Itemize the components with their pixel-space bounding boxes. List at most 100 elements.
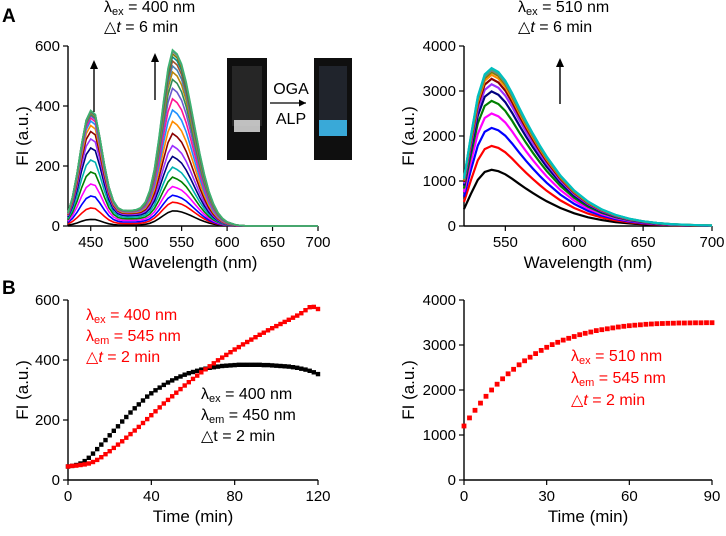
b1-data-point: [290, 365, 296, 370]
b2-data-point: [693, 320, 698, 326]
cuvette-after-glass: [319, 66, 347, 126]
b1-data-point: [103, 452, 108, 457]
b1-data-point: [232, 362, 237, 368]
b1-data-point: [290, 315, 296, 320]
b2-data-point: [489, 387, 494, 393]
cuvette-after-liquid: [319, 120, 347, 136]
b2-data-point: [544, 344, 550, 350]
a1-y-axis-label: FI (a.u.): [13, 106, 32, 166]
b2-data-point: [483, 393, 489, 399]
b1-data-point: [153, 409, 158, 414]
b1-data-point: [278, 321, 283, 327]
a2-y-tick-label: 4000: [423, 38, 456, 55]
b1-y-tick-label: 200: [35, 412, 60, 429]
b2-y-tick-label: 2000: [423, 382, 456, 399]
b1-data-point: [132, 428, 137, 433]
b1-data-point: [311, 304, 316, 310]
a1-annotation-dt: △t = 6 min: [104, 19, 178, 36]
a1-x-tick-label: 650: [260, 234, 285, 251]
a2-annotation-lambda: λex = 510 nm: [518, 0, 609, 18]
a1-series-line: [67, 210, 318, 227]
b2-data-point: [494, 381, 500, 387]
b1-data-point: [140, 398, 146, 403]
b1-data-point: [265, 328, 271, 333]
a1-x-tick-label: 450: [78, 234, 103, 251]
b1-red-annotation-em: λem = 545 nm: [86, 328, 181, 347]
b2-data-point: [687, 320, 693, 326]
b1-data-point: [74, 463, 79, 468]
b2-data-point: [511, 366, 516, 372]
b1-data-point: [232, 347, 237, 352]
a1-series-line: [67, 48, 318, 227]
b1-data-point: [245, 339, 250, 345]
b2-data-point: [676, 320, 682, 326]
b1-data-point: [95, 446, 100, 452]
b2-data-point: [500, 376, 505, 382]
b1-data-point: [157, 405, 162, 410]
b2-y-axis-label: FI (a.u.): [399, 360, 418, 420]
b1-data-point: [211, 365, 216, 370]
b1-data-point: [170, 394, 175, 399]
b2-data-point: [660, 321, 665, 326]
b2-data-point: [599, 327, 605, 333]
b1-data-point: [145, 416, 150, 422]
a2-x-tick-label: 650: [631, 234, 656, 251]
b1-data-point: [199, 367, 204, 372]
b1-data-point: [99, 442, 104, 447]
b1-data-point: [236, 344, 241, 350]
b2-x-tick-label: 90: [704, 488, 721, 505]
b1-data-point: [124, 414, 129, 420]
b1-data-point: [136, 402, 141, 407]
b1-data-point: [228, 350, 233, 355]
b1-data-point: [215, 358, 221, 363]
a1-y-tick-label: 400: [35, 98, 60, 115]
a2-y-tick-label: 2000: [423, 128, 456, 145]
b2-data-point: [478, 400, 483, 406]
b1-data-point: [120, 439, 125, 444]
chart-b1-kinetics-400: 0 40 80 120 0 200 400 600 Time (min) FI (a.u.) λex…: [13, 292, 331, 526]
b1-data-point: [245, 362, 250, 367]
b1-x-tick-label: 120: [305, 488, 330, 505]
b2-data-point: [610, 325, 616, 331]
b1-data-point: [286, 364, 291, 369]
b2-data-point: [643, 321, 649, 327]
b1-data-point: [295, 365, 300, 370]
b1-x-tick-label: 40: [143, 488, 160, 505]
a2-y-tick-label: 1000: [423, 173, 456, 190]
panel-a-label: A: [2, 6, 16, 27]
b1-data-point: [286, 317, 291, 322]
b1-data-point: [228, 363, 233, 368]
b1-black-annotation-em: λem = 450 nm: [201, 407, 296, 426]
inset-arrow-head-icon: [299, 99, 306, 107]
b1-data-point: [178, 386, 183, 392]
b1-x-tick-label: 0: [64, 488, 72, 505]
b2-data-point: [621, 323, 627, 329]
a2-x-tick-label: 700: [699, 234, 724, 251]
b2-data-point: [649, 321, 654, 327]
b2-data-point: [538, 348, 544, 353]
b1-data-point: [82, 462, 87, 467]
b1-data-point: [65, 464, 71, 469]
b1-data-point: [124, 435, 129, 440]
a2-x-tick-label: 550: [493, 234, 518, 251]
b1-black-annotation-dt: △t = 2 min: [201, 428, 275, 445]
b1-data-point: [236, 362, 241, 367]
b1-data-point: [103, 437, 108, 443]
b2-data-point: [560, 337, 566, 343]
b1-data-point: [128, 431, 133, 437]
b1-data-point: [278, 363, 283, 369]
b1-data-point: [86, 455, 91, 460]
b1-data-point: [115, 442, 121, 447]
a2-y-tick-label: 0: [448, 218, 456, 235]
b1-data-point: [253, 362, 258, 367]
b1-data-point: [195, 368, 200, 373]
b2-x-tick-label: 0: [460, 488, 468, 505]
panel-b-label: B: [2, 278, 16, 299]
b1-data-point: [136, 424, 141, 430]
b1-y-axis-label: FI (a.u.): [13, 360, 32, 420]
b2-annotation-ex: λex = 510 nm: [571, 348, 662, 367]
b2-data-point: [615, 324, 621, 330]
b1-data-point: [149, 413, 154, 418]
b1-data-point: [140, 420, 146, 426]
b1-data-point: [182, 383, 187, 388]
